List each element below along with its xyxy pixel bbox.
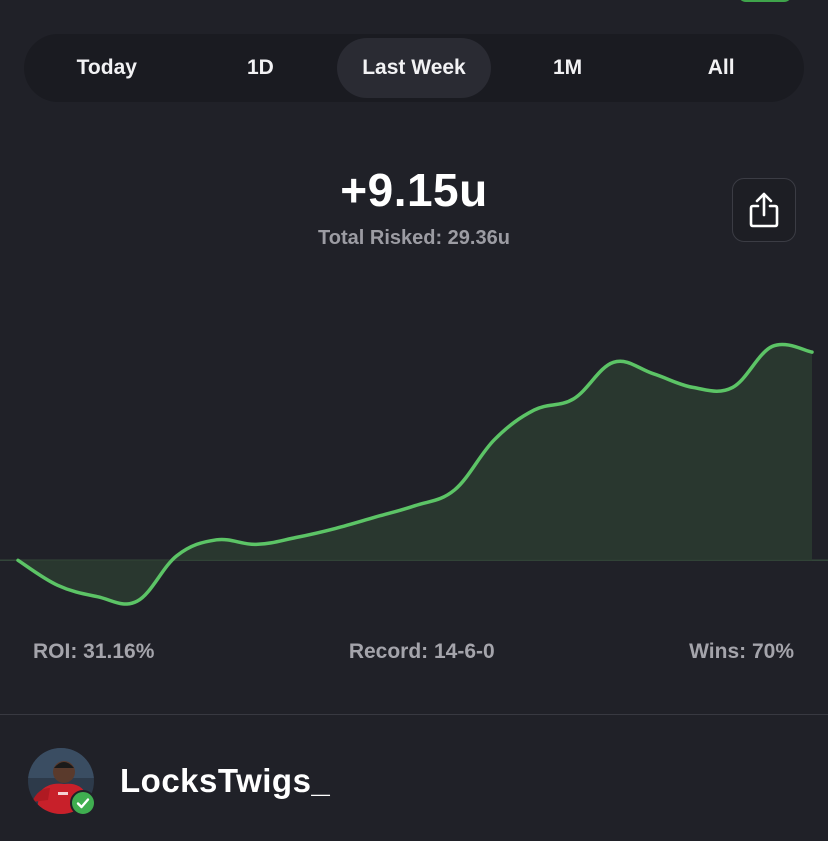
divider [0,714,828,715]
profile-row[interactable]: LocksTwigs_ [28,748,331,816]
chart-point-11 [453,488,457,492]
chart-point-9 [373,515,377,519]
chart-point-5 [215,538,219,542]
chart-point-7 [294,536,298,540]
record-stat: Record: 14-6-0 [348,640,495,663]
chart-point-18 [731,385,735,389]
chart-point-20 [810,350,814,354]
tab-today[interactable]: Today [76,56,137,79]
wins-stat: Wins: 70% [689,640,794,663]
chart-point-15 [612,360,616,364]
tab-all[interactable]: All [707,56,735,79]
profit-value: +9.15u [340,164,488,216]
share-button[interactable] [732,178,796,242]
chart-point-8 [334,526,338,530]
avatar[interactable] [28,748,96,816]
stats-row: ROI: 31.16% Record: 14-6-0 Wins: 70% [33,640,794,664]
chart-area-fill [18,344,812,605]
time-range-tabs: Today 1D Last Week 1M All [24,34,804,102]
check-badge-icon [70,790,96,816]
chart-point-13 [532,408,536,412]
chart-point-1 [56,583,60,587]
tab-1m[interactable]: 1M [552,56,583,79]
total-risked: Total Risked: 29.36u [318,227,510,249]
chart-point-0 [16,558,20,562]
chart-point-10 [413,504,417,508]
chart-point-3 [135,599,139,603]
chart-point-6 [254,542,258,546]
chart-point-19 [770,344,774,348]
chart-point-2 [95,595,99,599]
tab-1d[interactable]: 1D [246,56,274,79]
chart-point-17 [691,385,695,389]
profit-chart [0,342,828,606]
tab-last-week[interactable]: Last Week [337,38,491,98]
chart-point-16 [651,372,655,376]
username[interactable]: LocksTwigs_ [120,762,331,799]
chart-point-14 [572,397,576,401]
top-control-edge [738,0,792,2]
chart-point-12 [492,438,496,442]
share-icon [749,192,779,228]
roi-stat: ROI: 31.16% [33,640,155,663]
chart-point-4 [175,554,179,558]
chart-series-line [16,342,814,606]
